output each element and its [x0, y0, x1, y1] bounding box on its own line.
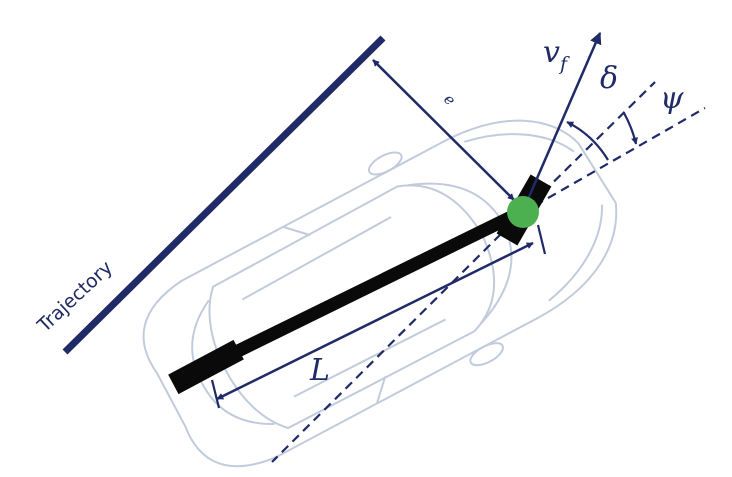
cross-track-error-arrow — [372, 59, 515, 201]
car-mirror-top — [367, 151, 403, 176]
front-velocity-symbol: v — [543, 35, 560, 70]
body-axis-dashed-line — [521, 107, 706, 214]
cross-track-error-label: e — [440, 90, 459, 109]
front-axle-point — [507, 196, 539, 228]
wheelbase-label: L — [309, 353, 330, 388]
car-body-outline — [142, 119, 618, 468]
trajectory-line — [62, 35, 386, 355]
steering-angle-label: δ — [600, 61, 618, 96]
heading-error-label: ψ — [660, 81, 684, 116]
car-cabin-outline — [208, 184, 496, 430]
front-velocity-arrow — [520, 31, 602, 214]
heading-error-arc — [623, 112, 638, 145]
steering-angle-arc — [566, 121, 609, 161]
front-velocity-subscript: f — [558, 53, 570, 75]
car-hood-line-bottom — [548, 204, 603, 302]
car-rear-window-outline — [191, 299, 275, 425]
front-velocity-label: vf — [543, 35, 570, 75]
car-door-line-top — [282, 225, 311, 237]
trajectory-label: Trajectory — [33, 257, 117, 338]
rear-wheel — [168, 339, 244, 395]
wheelbase-tick-front — [536, 224, 547, 255]
car-mirror-bottom — [469, 342, 505, 367]
wheelbase-tick-rear — [210, 379, 221, 409]
wheelbase-arrow — [216, 241, 534, 401]
front-wheel-normal-dashed-line — [271, 212, 523, 463]
car-hood-line-top — [464, 133, 575, 153]
